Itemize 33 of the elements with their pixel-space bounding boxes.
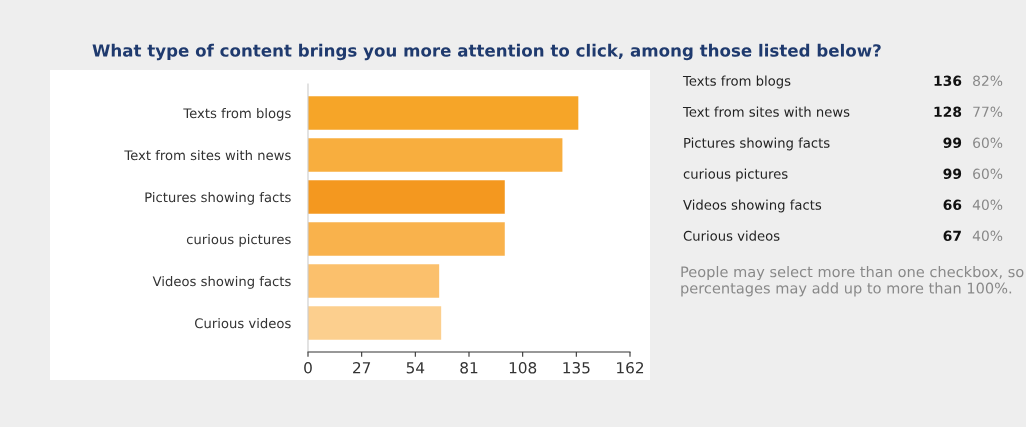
category-label: Pictures showing facts <box>684 137 830 151</box>
text: 40% <box>972 230 1003 242</box>
text: 40% <box>972 199 1003 211</box>
y-tick-label: Videos showing facts <box>152 276 291 289</box>
x-tick-label: 54 <box>406 362 425 374</box>
y-tick-label: Pictures showing facts <box>145 191 291 205</box>
x-tick-label: 135 <box>563 361 590 374</box>
text: 99 <box>943 137 962 149</box>
text: 66 <box>943 199 962 211</box>
text: People may select more than one checkbox, so percentages may add up to more than 100%. <box>681 266 1024 297</box>
x-tick-label: 108 <box>509 361 537 374</box>
x-tick-label: 0 <box>304 361 312 374</box>
text: 60% <box>973 168 1003 180</box>
text: 128 <box>934 106 962 118</box>
text: 136 <box>934 75 962 87</box>
category-label: Videos showing facts <box>683 199 822 213</box>
text: 99 <box>943 168 962 180</box>
y-tick-label: Curious videos <box>194 318 291 329</box>
category-label: Text from sites with news <box>682 106 850 117</box>
y-tick-label: Texts from blogs <box>183 107 291 121</box>
text: 67 <box>943 230 961 242</box>
text: 77% <box>973 106 1003 118</box>
text: 60% <box>973 137 1003 149</box>
x-tick-label: 81 <box>460 361 478 374</box>
x-tick-label: 162 <box>617 361 644 374</box>
category-label: Curious videos <box>683 230 780 241</box>
chart-title: What type of content brings you more attention to click, among those listed below? <box>92 43 881 61</box>
category-label: curious pictures <box>683 168 788 182</box>
x-tick-label: 27 <box>353 361 371 374</box>
y-tick-label: Text from sites with news <box>124 149 291 161</box>
text: 82% <box>973 75 1003 87</box>
category-label: Texts from blogs <box>682 75 791 89</box>
y-tick-label: curious pictures <box>186 233 291 247</box>
